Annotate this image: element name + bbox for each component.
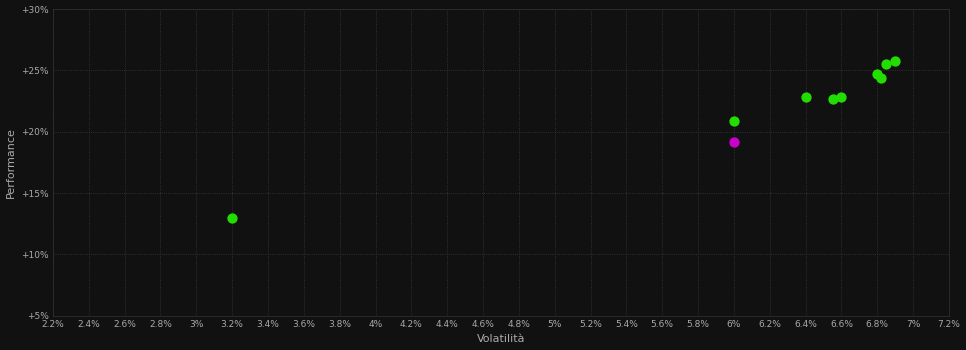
Y-axis label: Performance: Performance	[6, 127, 15, 198]
Point	[726, 118, 742, 124]
Point	[873, 75, 889, 80]
Point	[878, 62, 894, 67]
Point	[798, 94, 813, 100]
X-axis label: Volatilità: Volatilità	[476, 335, 526, 344]
Point	[869, 71, 885, 77]
Point	[825, 96, 840, 101]
Point	[834, 94, 849, 100]
Point	[224, 215, 240, 220]
Point	[888, 58, 903, 63]
Point	[726, 139, 742, 144]
